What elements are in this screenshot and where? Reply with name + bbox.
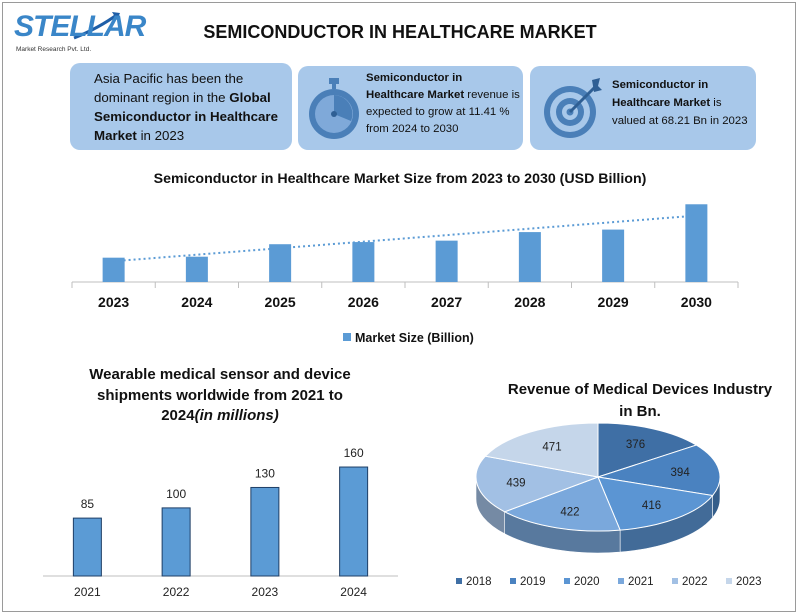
pie-data-label: 439 [506,478,525,490]
page-title: SEMICONDUCTOR IN HEALTHCARE MARKET [203,22,597,42]
logo-swoosh-icon [73,12,120,40]
bar [269,244,292,282]
bar [352,242,375,282]
card-text-part: is valued at 68.21 Bn in 2023 [612,97,748,127]
card-text: Semiconductor in Healthcare Market is va… [612,76,752,130]
bar [161,507,191,577]
logo-tagline: Market Research Pvt. Ltd. [16,46,92,53]
legend-label: 2018 [466,576,492,588]
x-tick-label: 2023 [98,294,129,310]
data-label: 85 [81,497,95,511]
data-label: 130 [255,466,275,480]
legend-swatch [726,578,732,584]
bar [435,240,458,282]
wearable-title-line: 2024(in millions) [40,406,400,427]
card-text: Asia Pacific has been the dominant regio… [94,69,284,145]
stopwatch-icon [309,78,359,139]
card-text-part: Asia Pacific has been the dominant regio… [94,71,244,105]
card-text: Semiconductor in Healthcare Market reven… [366,70,520,138]
x-tick-label: 2022 [163,585,190,599]
x-tick-label: 2026 [348,294,379,310]
legend-label: 2021 [628,576,654,588]
card-text-bold: Semiconductor in Healthcare Market [612,79,711,109]
bar [102,257,125,282]
x-tick-label: 2028 [514,294,545,310]
pie-data-label: 471 [542,441,561,453]
pie-slice [475,455,600,513]
wearable-title-line: shipments worldwide from 2021 to [97,386,343,404]
bar [72,517,102,577]
legend-label: 2022 [682,576,708,588]
x-tick-label: 2029 [598,294,629,310]
legend-swatch [510,578,516,584]
pie-slice [597,444,721,497]
wearable-title-unit: (in millions) [194,407,279,424]
x-tick-label: 2021 [74,585,101,599]
medical-devices-pie-chart: 376 394 416 422 439 471 2018 2019 2020 2021 2022 20… [456,422,762,588]
medical-devices-chart-title: Revenue of Medical Devices Industry in B… [480,379,800,423]
bar [339,466,369,577]
wearable-title-line: Wearable medical sensor and device [89,366,351,383]
pie-data-label: 416 [642,500,661,512]
data-label: 160 [344,446,364,460]
pie-data-label: 394 [671,467,691,479]
legend-label: 2020 [574,576,600,588]
target-icon [544,78,602,138]
legend-swatch [456,578,462,584]
x-tick-label: 2030 [681,294,712,310]
pie-slice [597,422,698,478]
bar [602,229,625,282]
wearable-title-year: 2024 [161,407,195,424]
card-text-part: revenue is expected to grow at 11.41 % f… [366,89,520,135]
pie-title-line: Revenue of Medical Devices Industry [507,381,773,398]
market-size-chart: 2023 2024 2025 2026 2027 2028 2029 2030 Market S… [71,204,739,345]
bar [185,256,208,282]
bar [685,204,708,282]
info-card-growth: Semiconductor in Healthcare Market reven… [298,66,523,150]
legend-swatch [672,578,678,584]
pie-slice [484,422,599,478]
bar [518,232,541,282]
bar [250,486,280,577]
pie-data-label: 422 [560,507,579,519]
pie-slice [503,476,621,532]
legend-swatch [343,333,351,341]
card-text-part: in 2023 [136,128,185,143]
pie-title-line: in Bn. [619,403,661,420]
pie-data-label: 376 [626,439,645,451]
x-tick-label: 2024 [340,585,367,599]
market-size-chart-title: Semiconductor in Healthcare Market Size … [153,171,647,187]
legend-label: Market Size (Billion) [355,331,474,345]
x-tick-label: 2025 [265,294,296,310]
wearable-shipments-chart: 85 2021 100 2022 130 2023 160 2024 [43,446,398,599]
logo-wordmark: STELLAR [14,10,146,43]
info-card-value: Semiconductor in Healthcare Market is va… [530,66,756,150]
x-tick-label: 2024 [181,294,212,310]
pie-slice [597,476,714,531]
data-label: 100 [166,487,186,501]
x-tick-label: 2023 [252,585,279,599]
card-text-bold: Semiconductor in Healthcare Market [366,72,465,101]
legend-swatch [564,578,570,584]
stellar-logo: STELLAR Market Research Pvt. Ltd. [14,8,146,58]
info-card-region: Asia Pacific has been the dominant regio… [70,63,292,150]
x-tick-label: 2027 [431,294,462,310]
card-text-bold: Global Semiconductor in Healthcare Marke… [94,90,278,143]
legend-label: 2023 [736,576,762,588]
legend-swatch [618,578,624,584]
legend-label: 2019 [520,576,546,588]
wearable-chart-title: Wearable medical sensor and device shipm… [40,365,400,427]
